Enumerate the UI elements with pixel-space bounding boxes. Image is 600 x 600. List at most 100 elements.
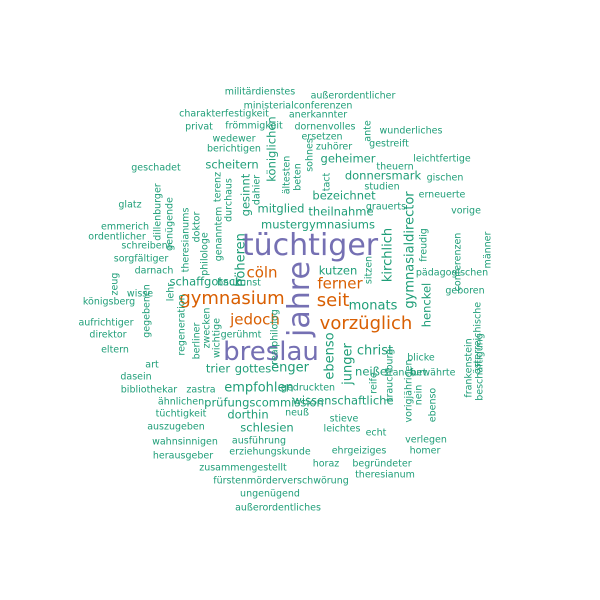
word: ferner [317, 274, 363, 293]
word: zeug [109, 272, 121, 296]
word: erziehungskunde [229, 446, 311, 458]
word: bibliothekar [120, 384, 178, 396]
word: gerühmt [220, 329, 262, 341]
word: gedruckten [280, 382, 336, 394]
word: gymnasium [179, 288, 285, 309]
word: theresianum [355, 469, 415, 481]
word: art [145, 359, 159, 371]
word: dornenvolles [294, 121, 356, 133]
word: beten [292, 163, 304, 191]
word: pädagogischen [415, 267, 489, 279]
word: donnersmark [344, 168, 422, 183]
word: tact [321, 172, 333, 192]
word: frömmigkeit [225, 120, 283, 132]
word: ältesten [281, 155, 293, 195]
word: ähnlichen [157, 396, 205, 408]
word: gestreift [369, 138, 409, 150]
word: privat [185, 121, 213, 133]
word: durchaus [223, 178, 235, 222]
word: cöln [246, 263, 278, 282]
word: dahier [251, 174, 263, 206]
word: freudig [418, 228, 430, 262]
word: bezeichnet [312, 188, 376, 203]
word: nein [413, 384, 425, 406]
word: zuhörer [315, 141, 353, 153]
word: königsberg [82, 296, 136, 308]
word: blicke [407, 352, 435, 364]
word: schaffgotsch [169, 274, 243, 289]
word: seit [316, 290, 350, 311]
word: dillenburger [152, 183, 164, 241]
word: geheimer [320, 151, 376, 166]
word: regeneration [176, 294, 188, 356]
word: enger [271, 360, 309, 376]
word: ausführung [231, 435, 287, 447]
word: ungenügend [240, 488, 300, 500]
word: vorzüglich [319, 313, 413, 334]
word: conferenzen [452, 232, 464, 292]
word: emmerich [101, 221, 149, 233]
word: wisse [126, 288, 154, 300]
word: theuern [376, 161, 414, 173]
word: dasein [120, 371, 152, 383]
word: ehrgeiziges [331, 445, 387, 457]
word: zwecken [201, 307, 213, 349]
word: darnach [134, 265, 174, 277]
word: aufrichtiger [78, 317, 134, 329]
word: zastra [186, 384, 216, 396]
word: anerkannter [288, 109, 348, 121]
word: wahnsinnigen [152, 436, 218, 448]
word: christ [356, 343, 394, 359]
word: kirchlich [380, 227, 396, 283]
word: tüchtigkeit [155, 408, 207, 420]
word: sohnes [304, 138, 316, 172]
word: neuß [285, 407, 309, 419]
word: realphilolog [269, 309, 281, 365]
word: dorthin [227, 407, 269, 422]
word: wunderliches [379, 125, 443, 137]
word: ebenso [427, 387, 439, 423]
word: doktor [191, 211, 203, 243]
word: studien [364, 181, 400, 193]
word: gottes [234, 361, 272, 376]
word: homer [409, 445, 441, 457]
word: baukunst [217, 277, 261, 289]
word: auszugeben [147, 421, 205, 433]
word: grauerts [365, 201, 407, 213]
word: königlichen [264, 116, 279, 182]
word: reife [368, 372, 380, 394]
word: henckel [419, 282, 434, 328]
word: militärdienstes [224, 86, 296, 98]
word: genügende [164, 197, 176, 251]
word: theilnahme [308, 204, 374, 219]
word: scheitern [205, 157, 259, 172]
word: gesinnt [238, 173, 253, 217]
word: junger [340, 343, 356, 385]
word: herausgeber [152, 450, 214, 462]
word: ordentlicher [88, 231, 146, 243]
word: jahre [282, 261, 317, 337]
word: außerordentliches [235, 502, 321, 514]
word: ante [362, 120, 374, 142]
word: leichtes [323, 423, 361, 435]
word: schreibens [121, 240, 173, 252]
word: jedoch [230, 310, 280, 329]
word: terenz [212, 171, 224, 203]
word: empfohlen [224, 380, 294, 396]
word: trier [205, 361, 231, 376]
word: ebenso [322, 332, 338, 380]
word: charakterfestigkeit [179, 108, 269, 120]
word: tüchtiger [241, 228, 379, 263]
word: ersetzen [301, 131, 343, 143]
word: wichtige [211, 318, 223, 358]
word: neiße [355, 364, 387, 379]
word: vorige [451, 205, 481, 217]
word: berichtigen [207, 143, 261, 155]
word: eltern [101, 344, 129, 356]
word: wedewer [212, 133, 256, 145]
word: männer [482, 231, 494, 269]
word: stieve [329, 413, 359, 425]
word: sitzen [363, 255, 375, 285]
word: francfurt [385, 367, 427, 379]
